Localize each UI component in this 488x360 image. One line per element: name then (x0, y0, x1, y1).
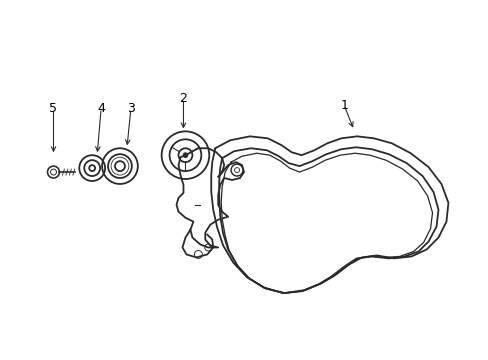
Text: 2: 2 (179, 91, 187, 105)
Text: 1: 1 (340, 99, 347, 112)
Circle shape (183, 153, 187, 158)
Text: 3: 3 (127, 102, 135, 114)
Text: 5: 5 (49, 102, 58, 114)
Text: 4: 4 (97, 102, 105, 114)
